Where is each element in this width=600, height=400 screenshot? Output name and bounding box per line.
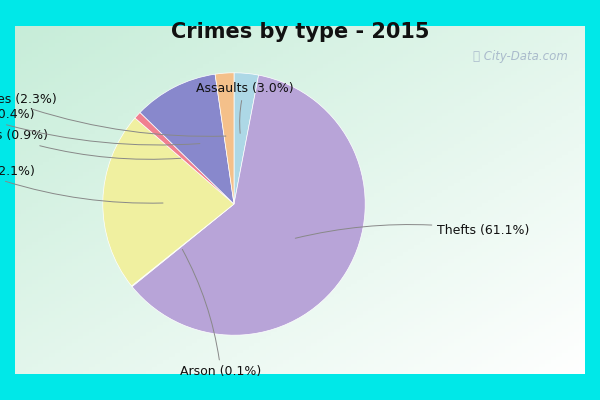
Wedge shape: [215, 73, 234, 204]
Text: Thefts (61.1%): Thefts (61.1%): [295, 224, 530, 238]
Wedge shape: [135, 112, 234, 204]
Text: Arson (0.1%): Arson (0.1%): [180, 250, 262, 378]
Text: Rapes (0.9%): Rapes (0.9%): [0, 129, 181, 159]
Text: Auto thefts (10.4%): Auto thefts (10.4%): [0, 108, 200, 145]
Text: Burglaries (22.1%): Burglaries (22.1%): [0, 165, 163, 203]
Text: Robberies (2.3%): Robberies (2.3%): [0, 92, 226, 136]
Wedge shape: [140, 74, 234, 204]
Wedge shape: [131, 204, 234, 286]
Text: Crimes by type - 2015: Crimes by type - 2015: [171, 22, 429, 42]
Text: ⓘ City-Data.com: ⓘ City-Data.com: [473, 50, 568, 63]
Wedge shape: [234, 73, 259, 204]
Wedge shape: [103, 118, 234, 286]
Text: Assaults (3.0%): Assaults (3.0%): [196, 82, 293, 133]
Wedge shape: [132, 75, 365, 335]
